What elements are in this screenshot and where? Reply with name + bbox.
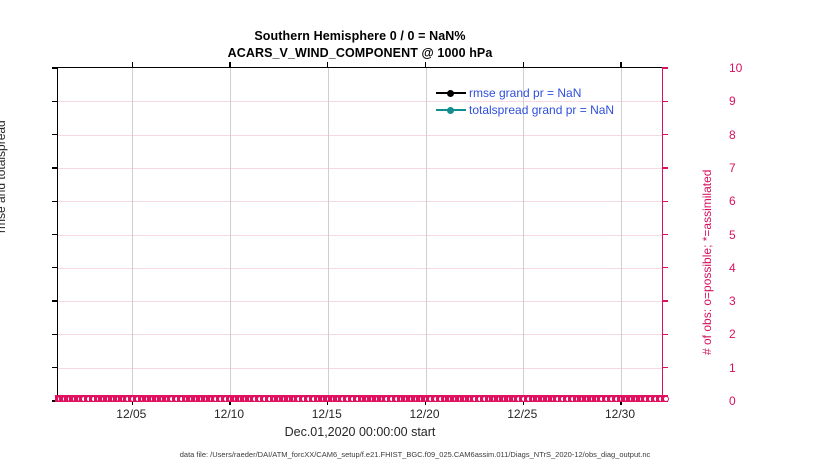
tick-mark-top xyxy=(327,62,329,68)
tick-mark-left xyxy=(52,167,58,169)
tick-mark-bottom xyxy=(131,399,133,405)
tick-mark-top xyxy=(620,62,622,68)
gridline-vertical xyxy=(327,68,329,399)
y-axis-label-right: # of obs: o=possible; *=assimilated xyxy=(700,169,714,355)
x-tick-label: 12/25 xyxy=(507,407,538,421)
gridline-horizontal xyxy=(58,134,662,136)
x-axis-label: Dec.01,2020 00:00:00 start xyxy=(284,425,436,439)
tick-mark-left xyxy=(52,67,58,69)
tick-mark-left xyxy=(52,233,58,236)
gridline-horizontal xyxy=(58,201,662,203)
tick-mark-right xyxy=(662,67,668,69)
chart-legend: rmse grand pr = NaN totalspread grand pr… xyxy=(436,84,651,118)
gridline-horizontal xyxy=(58,234,662,236)
x-tick-label: 12/10 xyxy=(214,407,245,421)
y-axis-label-left: rmse and totalspread xyxy=(0,120,8,233)
tick-mark-right xyxy=(662,367,668,369)
y-tick-label-right: 10 xyxy=(729,61,743,75)
y-tick-label-right: 8 xyxy=(729,127,736,142)
tick-mark-bottom xyxy=(424,399,427,405)
tick-mark-top xyxy=(131,62,133,68)
legend-item-totalspread[interactable]: totalspread grand pr = NaN xyxy=(436,101,651,118)
y-tick-label-right: 0 xyxy=(729,394,736,408)
tick-mark-top xyxy=(522,62,524,68)
tick-mark-right xyxy=(662,167,668,169)
x-tick-label: 12/15 xyxy=(311,407,342,421)
tick-mark-top xyxy=(424,62,427,68)
legend-item-rmse[interactable]: rmse grand pr = NaN xyxy=(436,84,651,101)
tick-mark-left xyxy=(52,200,58,202)
tick-mark-right xyxy=(662,233,668,236)
gridline-vertical xyxy=(620,68,622,399)
legend-marker-totalspread-icon xyxy=(436,104,466,116)
gridline-horizontal xyxy=(58,301,662,303)
tick-mark-left xyxy=(52,300,58,302)
y-tick-label-right: 3 xyxy=(729,294,736,309)
tick-mark-left xyxy=(52,367,58,369)
tick-mark-right xyxy=(662,333,668,336)
y-tick-label-right: 4 xyxy=(729,260,736,275)
gridline-horizontal xyxy=(58,334,662,336)
tick-mark-top xyxy=(229,62,231,68)
gridline-horizontal xyxy=(58,101,662,103)
y-tick-label-right: 9 xyxy=(729,94,736,109)
tick-mark-right xyxy=(662,300,668,302)
page-title: Southern Hemisphere 0 / 0 = NaN% xyxy=(254,29,466,43)
x-tick-label: 12/20 xyxy=(409,407,440,421)
x-tick-label: 12/05 xyxy=(116,407,147,421)
tick-mark-left xyxy=(52,133,58,136)
gridline-horizontal xyxy=(58,167,662,169)
gridline-vertical xyxy=(523,68,525,399)
plot-area: 000.110.220.330.440.550.660.770.880.9911… xyxy=(52,61,742,408)
y-tick-label-right: 7 xyxy=(729,160,736,175)
tick-mark-left xyxy=(52,333,58,336)
tick-mark-left xyxy=(52,100,58,102)
obs-marker-possible xyxy=(663,395,669,402)
y-tick-label-right: 2 xyxy=(729,327,736,342)
gridline-vertical xyxy=(425,68,427,399)
tick-mark-right xyxy=(662,100,668,102)
chart-title-block: Southern Hemisphere 0 / 0 = NaN% ACARS_V… xyxy=(0,28,720,62)
tick-mark-left xyxy=(52,267,58,269)
tick-mark-bottom xyxy=(522,399,524,405)
data-file-footer: data file: /Users/raeder/DAI/ATM_forcXX/… xyxy=(179,450,651,459)
tick-mark-right xyxy=(662,200,668,202)
tick-mark-right xyxy=(662,133,668,136)
x-tick-label: 12/30 xyxy=(604,407,635,421)
tick-mark-bottom xyxy=(327,399,329,405)
gridline-horizontal xyxy=(58,267,662,269)
gridline-vertical xyxy=(132,68,134,399)
gridline-horizontal xyxy=(58,367,662,369)
y-tick-label-right: 5 xyxy=(729,227,736,242)
gridline-vertical xyxy=(230,68,232,399)
tick-mark-bottom xyxy=(620,399,622,405)
tick-mark-right xyxy=(662,267,668,269)
legend-label-rmse: rmse grand pr = NaN xyxy=(469,85,582,100)
y-tick-label-right: 1 xyxy=(729,360,736,375)
tick-mark-bottom xyxy=(229,399,231,405)
observation-marker-band xyxy=(54,395,669,402)
chart-subtitle: ACARS_V_WIND_COMPONENT @ 1000 hPa xyxy=(227,46,493,60)
y-tick-label-right: 6 xyxy=(729,194,736,209)
legend-label-totalspread: totalspread grand pr = NaN xyxy=(469,102,615,117)
legend-marker-rmse-icon xyxy=(436,87,466,99)
